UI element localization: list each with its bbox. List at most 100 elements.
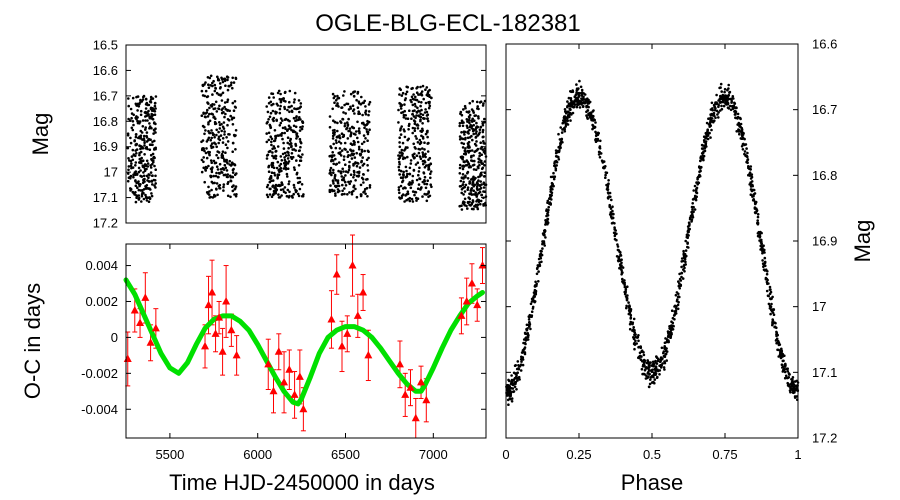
light-curve-point (205, 140, 209, 143)
light-curve-point (398, 162, 401, 166)
light-curve-point (365, 158, 369, 162)
light-curve-point (221, 150, 225, 153)
light-curve-point (213, 135, 216, 139)
phased-point (706, 129, 709, 133)
phased-point (624, 286, 628, 289)
o-c-point (473, 300, 482, 309)
light-curve-point (153, 164, 156, 168)
phased-point (769, 305, 773, 309)
phased-point (765, 272, 769, 276)
light-curve-point (279, 121, 283, 125)
light-curve-point (271, 161, 275, 165)
light-curve-point (294, 125, 298, 129)
light-curve-point (399, 197, 402, 200)
light-curve-point (416, 187, 420, 190)
light-curve-point (224, 143, 228, 146)
light-curve-point (229, 195, 232, 199)
light-curve-point (288, 105, 291, 109)
light-curve-point (207, 102, 210, 105)
light-curve-point (226, 182, 229, 185)
phased-point (558, 145, 561, 149)
phased-point (794, 384, 797, 388)
phased-point (566, 119, 569, 122)
light-curve-point (421, 147, 424, 150)
phased-point (744, 154, 747, 158)
phased-point (692, 197, 695, 201)
light-curve-point (336, 179, 340, 182)
light-curve-point (231, 171, 235, 174)
phased-point (625, 306, 628, 310)
light-curve-point (464, 147, 467, 150)
light-curve-point (144, 164, 147, 168)
phased-point (570, 102, 573, 106)
phased-point (604, 165, 607, 168)
phased-point (574, 100, 577, 103)
light-curve-point (464, 183, 468, 187)
light-curve-point (295, 171, 299, 175)
o-c-point (417, 377, 426, 386)
light-curve-point (478, 131, 482, 134)
phased-point (752, 193, 756, 196)
light-curve-point (397, 157, 401, 161)
light-curve-point (134, 179, 137, 182)
phased-point (665, 359, 668, 362)
phased-point (761, 251, 764, 255)
light-curve-point (226, 88, 230, 92)
light-curve-point (470, 187, 473, 191)
phased-point (766, 282, 769, 286)
phased-point (647, 364, 651, 367)
light-curve-point (411, 113, 414, 116)
light-curve-point (292, 116, 296, 120)
light-curve-point (352, 185, 355, 189)
phased-point (717, 116, 720, 119)
phased-point (628, 305, 631, 308)
light-curve-point (215, 165, 219, 168)
light-curve-point (406, 190, 410, 193)
light-curve-point (275, 166, 279, 170)
light-curve-point (218, 82, 222, 85)
light-curve-point (265, 122, 269, 125)
phased-point (691, 202, 694, 205)
light-curve-point (223, 158, 226, 161)
light-curve-point (413, 102, 417, 106)
light-curve-point (406, 146, 409, 149)
light-curve-point (425, 86, 429, 89)
phased-point (770, 302, 773, 306)
light-curve-point (419, 186, 423, 190)
light-curve-point (347, 154, 350, 157)
light-curve-point (348, 129, 351, 133)
light-curve-point (215, 182, 219, 185)
phased-point (613, 228, 616, 231)
light-curve-point (141, 119, 145, 122)
light-curve-point (401, 91, 405, 95)
phased-point (589, 111, 593, 115)
light-curve-point (419, 104, 422, 108)
phased-point (669, 330, 672, 334)
phased-point (569, 90, 572, 93)
light-curve-point (362, 134, 366, 137)
phased-point (758, 235, 762, 238)
phased-point (606, 191, 610, 194)
phased-point (613, 234, 617, 238)
light-curve-y-tick-label: 16.7 (93, 88, 118, 103)
light-curve-point (359, 103, 363, 106)
light-curve-point (367, 113, 370, 117)
phased-point (510, 397, 514, 400)
phased-point (677, 295, 680, 298)
light-curve-point (480, 167, 484, 171)
light-curve-point (334, 194, 337, 197)
light-curve-point (231, 163, 234, 166)
light-curve-point (145, 199, 149, 202)
o-c-frame (125, 243, 487, 439)
light-curve-point (275, 119, 279, 122)
phased-point (616, 248, 620, 252)
light-curve-point (421, 159, 425, 163)
light-curve-point (219, 168, 223, 171)
phased-point (555, 155, 559, 158)
phased-point (731, 105, 734, 109)
phased-point (747, 166, 750, 170)
light-curve-point (301, 194, 304, 198)
light-curve-point (346, 193, 349, 196)
light-curve-point (295, 115, 298, 118)
